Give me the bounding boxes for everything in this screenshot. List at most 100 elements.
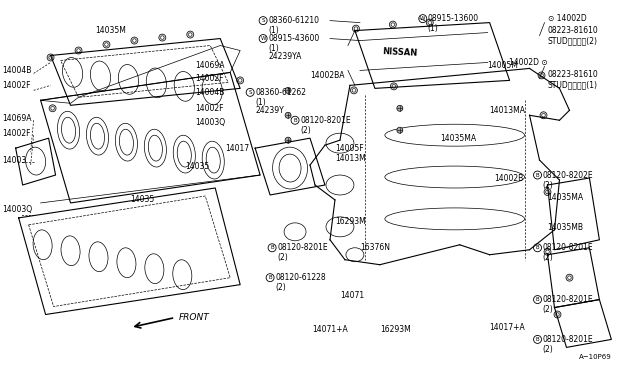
Circle shape (392, 84, 396, 88)
Text: 14005F: 14005F (335, 144, 364, 153)
Text: S: S (248, 90, 252, 95)
Circle shape (568, 276, 572, 279)
Text: B: B (268, 275, 272, 280)
Text: (2): (2) (543, 305, 553, 314)
Text: 08915-13600: 08915-13600 (428, 14, 479, 23)
Text: 14003: 14003 (3, 155, 27, 164)
Circle shape (546, 250, 549, 253)
Text: 14035MA: 14035MA (440, 134, 476, 143)
Circle shape (285, 137, 291, 143)
Text: B: B (536, 173, 540, 177)
Text: 08915-43600: 08915-43600 (268, 34, 319, 43)
Circle shape (390, 83, 397, 90)
Circle shape (540, 112, 547, 119)
Text: 14035MA: 14035MA (547, 193, 584, 202)
Text: B: B (536, 297, 540, 302)
Text: 08120-8201E: 08120-8201E (543, 295, 593, 304)
Text: 14069A: 14069A (3, 114, 32, 123)
Circle shape (542, 113, 545, 117)
Text: B: B (270, 245, 274, 250)
Text: 16293M: 16293M (380, 325, 411, 334)
Text: 14035: 14035 (186, 161, 209, 171)
Text: A−10P69: A−10P69 (579, 355, 612, 360)
Text: 16293M: 16293M (335, 217, 365, 227)
Text: (1): (1) (428, 24, 438, 33)
Circle shape (237, 77, 244, 84)
Circle shape (546, 190, 549, 194)
Text: 14013MA: 14013MA (490, 106, 525, 115)
Text: 24239Y: 24239Y (255, 106, 284, 115)
Text: 14004B: 14004B (3, 66, 32, 75)
Circle shape (49, 105, 56, 112)
Circle shape (354, 27, 358, 31)
Circle shape (538, 72, 545, 79)
Text: 14003Q: 14003Q (3, 205, 33, 214)
Text: 08120-8202E: 08120-8202E (543, 170, 593, 180)
Circle shape (75, 47, 82, 54)
Text: S: S (261, 18, 265, 23)
Circle shape (285, 112, 291, 118)
Text: B: B (536, 245, 540, 250)
Circle shape (132, 39, 136, 42)
Text: 08360-61262: 08360-61262 (255, 88, 306, 97)
Text: 08120-8201E: 08120-8201E (300, 116, 351, 125)
Circle shape (397, 127, 403, 133)
Text: W: W (420, 16, 426, 21)
Circle shape (389, 21, 396, 28)
Text: STUDスタッド(2): STUDスタッド(2) (547, 36, 598, 45)
Text: 14013M: 14013M (335, 154, 365, 163)
Text: 14002B: 14002B (495, 173, 524, 183)
Text: (2): (2) (543, 180, 553, 189)
Text: W: W (260, 36, 266, 41)
Circle shape (131, 37, 138, 44)
Text: 14002F: 14002F (3, 81, 31, 90)
Circle shape (159, 34, 166, 41)
Circle shape (391, 23, 395, 26)
Circle shape (49, 56, 52, 59)
Text: 14002F: 14002F (195, 104, 224, 113)
Circle shape (544, 189, 551, 195)
Circle shape (554, 311, 561, 318)
Text: 14004B: 14004B (195, 88, 225, 97)
Text: (2): (2) (300, 126, 311, 135)
Text: 24239YA: 24239YA (268, 52, 301, 61)
Circle shape (187, 31, 194, 38)
Text: (2): (2) (275, 283, 286, 292)
Text: 16376N: 16376N (360, 243, 390, 252)
Text: 14069A: 14069A (195, 61, 225, 70)
Circle shape (103, 41, 110, 48)
Text: (1): (1) (255, 98, 266, 107)
Circle shape (428, 21, 431, 24)
Text: 08223-81610: 08223-81610 (547, 26, 598, 35)
Circle shape (189, 33, 192, 36)
Text: B: B (293, 118, 297, 123)
Text: 14035: 14035 (131, 195, 155, 205)
Text: 08120-8201E: 08120-8201E (277, 243, 328, 252)
Circle shape (426, 19, 433, 26)
Text: 14002D ⊙: 14002D ⊙ (509, 58, 547, 67)
Circle shape (51, 106, 54, 110)
Text: (1): (1) (268, 44, 279, 53)
Text: 14035MB: 14035MB (547, 223, 584, 232)
Text: (1): (1) (268, 26, 279, 35)
Text: STUDスタッド(1): STUDスタッド(1) (547, 80, 598, 89)
Text: 14035M: 14035M (95, 26, 126, 35)
Circle shape (47, 54, 54, 61)
Text: 14005M: 14005M (488, 61, 518, 70)
Circle shape (556, 313, 559, 316)
Text: 14071: 14071 (340, 291, 364, 300)
Text: 14002F: 14002F (195, 74, 224, 83)
Circle shape (161, 36, 164, 39)
Text: 14003Q: 14003Q (195, 118, 225, 127)
Circle shape (77, 49, 80, 52)
Text: 08120-8201E: 08120-8201E (543, 335, 593, 344)
Circle shape (397, 105, 403, 111)
Text: 08223-81610: 08223-81610 (547, 70, 598, 79)
Text: 14002F: 14002F (3, 129, 31, 138)
Text: FRONT: FRONT (179, 313, 209, 322)
Text: (2): (2) (277, 253, 288, 262)
Circle shape (105, 43, 108, 46)
Circle shape (285, 87, 291, 93)
Text: (2): (2) (543, 253, 553, 262)
Text: 14017+A: 14017+A (490, 323, 525, 332)
